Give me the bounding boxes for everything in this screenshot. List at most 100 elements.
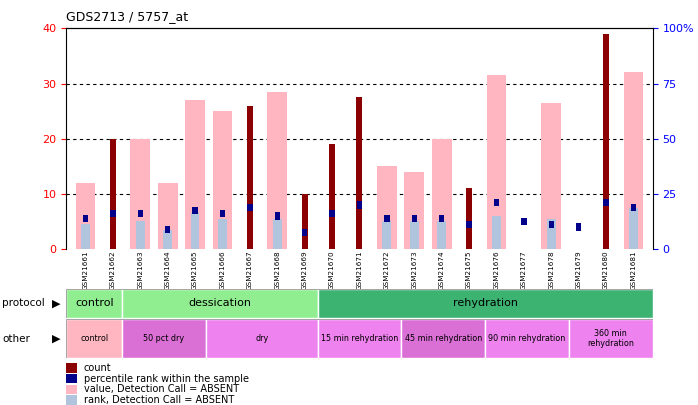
Bar <box>492 216 501 249</box>
Bar <box>318 319 401 358</box>
Text: percentile rank within the sample: percentile rank within the sample <box>84 374 249 384</box>
Text: GSM21680: GSM21680 <box>603 250 609 290</box>
Bar <box>193 207 198 214</box>
Bar <box>493 198 499 206</box>
Text: other: other <box>2 334 30 343</box>
Bar <box>122 319 206 358</box>
Bar <box>329 144 335 249</box>
Text: dessication: dessication <box>188 298 251 308</box>
Bar <box>220 210 225 217</box>
Bar <box>377 166 396 249</box>
Bar <box>521 218 526 225</box>
Text: GSM21671: GSM21671 <box>357 250 362 290</box>
Bar <box>542 103 561 249</box>
Text: protocol: protocol <box>2 298 45 308</box>
Bar <box>569 319 653 358</box>
Text: GSM21669: GSM21669 <box>302 250 308 290</box>
Bar <box>273 219 282 249</box>
Text: GSM21670: GSM21670 <box>329 250 335 290</box>
Bar <box>163 230 172 249</box>
Text: ▶: ▶ <box>52 334 60 343</box>
Bar <box>576 224 581 230</box>
Bar <box>66 363 77 373</box>
Bar <box>83 215 88 222</box>
Bar <box>66 395 77 405</box>
Bar <box>384 215 389 222</box>
Bar <box>158 183 177 249</box>
Bar <box>437 222 446 249</box>
Bar <box>136 222 144 249</box>
Bar <box>383 222 392 249</box>
Bar <box>487 75 506 249</box>
Text: GDS2713 / 5757_at: GDS2713 / 5757_at <box>66 10 188 23</box>
Text: GSM21679: GSM21679 <box>576 250 581 290</box>
Bar <box>466 221 472 228</box>
Text: 50 pct dry: 50 pct dry <box>144 334 184 343</box>
Text: GSM21676: GSM21676 <box>493 250 500 290</box>
Bar <box>549 221 554 228</box>
Text: 90 min rehydration: 90 min rehydration <box>489 334 565 343</box>
Bar <box>329 210 335 217</box>
Bar <box>410 222 419 249</box>
Bar <box>138 210 143 217</box>
Bar <box>318 289 653 318</box>
Bar <box>357 201 362 209</box>
Text: GSM21677: GSM21677 <box>521 250 527 290</box>
Text: GSM21673: GSM21673 <box>411 250 417 290</box>
Bar <box>623 72 644 249</box>
Bar <box>631 204 636 211</box>
Text: 45 min rehydration: 45 min rehydration <box>405 334 482 343</box>
Bar <box>247 106 253 249</box>
Bar <box>131 139 150 249</box>
Bar <box>66 289 122 318</box>
Bar <box>603 198 609 206</box>
Bar <box>81 224 90 249</box>
Bar <box>603 34 609 249</box>
Text: GSM21666: GSM21666 <box>219 250 225 290</box>
Bar <box>66 319 122 358</box>
Bar <box>247 204 253 211</box>
Text: GSM21672: GSM21672 <box>384 250 390 290</box>
Text: rehydration: rehydration <box>452 298 518 308</box>
Bar <box>267 92 287 249</box>
Text: control: control <box>80 334 108 343</box>
Bar <box>110 139 116 249</box>
Text: 15 min rehydration: 15 min rehydration <box>321 334 398 343</box>
Bar <box>165 226 170 233</box>
Bar <box>404 172 424 249</box>
Text: GSM21681: GSM21681 <box>630 250 637 290</box>
Text: 360 min
rehydration: 360 min rehydration <box>587 329 634 348</box>
Text: value, Detection Call = ABSENT: value, Detection Call = ABSENT <box>84 384 239 394</box>
Text: GSM21667: GSM21667 <box>247 250 253 290</box>
Bar <box>75 183 96 249</box>
Text: GSM21662: GSM21662 <box>110 250 116 290</box>
Bar <box>213 111 232 249</box>
Bar <box>629 208 638 249</box>
Text: ▶: ▶ <box>52 298 60 308</box>
Text: GSM21664: GSM21664 <box>165 250 171 290</box>
Text: GSM21661: GSM21661 <box>82 250 89 290</box>
Text: GSM21663: GSM21663 <box>138 250 143 290</box>
Text: GSM21668: GSM21668 <box>274 250 281 290</box>
Bar <box>191 213 200 249</box>
Bar <box>412 215 417 222</box>
Text: dry: dry <box>255 334 268 343</box>
Bar <box>302 229 307 236</box>
Bar <box>357 97 362 249</box>
Bar <box>485 319 569 358</box>
Text: rank, Detection Call = ABSENT: rank, Detection Call = ABSENT <box>84 395 234 405</box>
Bar <box>185 100 205 249</box>
Text: GSM21678: GSM21678 <box>548 250 554 290</box>
Text: GSM21665: GSM21665 <box>192 250 198 290</box>
Bar <box>110 210 116 217</box>
Bar <box>122 289 318 318</box>
Text: control: control <box>75 298 114 308</box>
Bar <box>206 319 318 358</box>
Bar <box>66 385 77 394</box>
Bar <box>274 212 280 220</box>
Bar <box>66 374 77 384</box>
Bar <box>218 219 227 249</box>
Bar <box>401 319 485 358</box>
Text: GSM21675: GSM21675 <box>466 250 472 290</box>
Text: GSM21674: GSM21674 <box>438 250 445 290</box>
